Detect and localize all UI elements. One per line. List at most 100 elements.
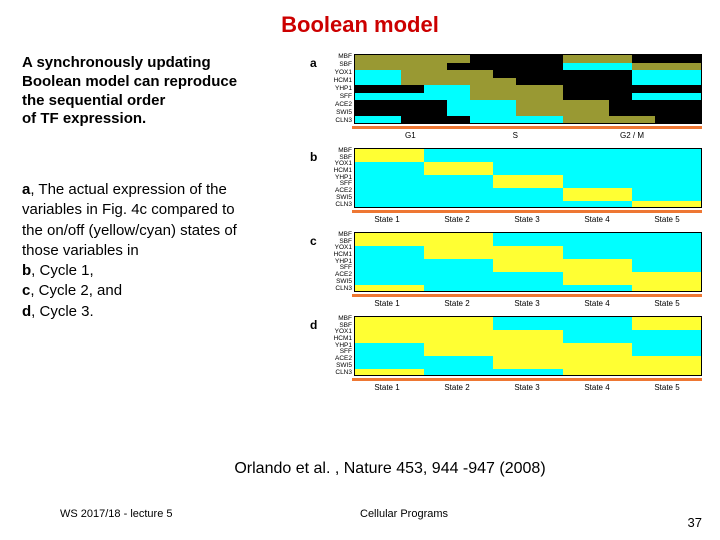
heatmap-cell: [447, 108, 516, 116]
desc-line: c, Cycle 2, and: [22, 281, 302, 301]
heatmap-cell: [355, 108, 447, 116]
heatmap-cell: [655, 116, 701, 124]
slide: Boolean model A synchronously updatingBo…: [0, 0, 720, 540]
panel: cMBFSBFYOX1HCM1YHP1SFFACE2SWI5CLN3 State …: [310, 232, 702, 308]
heatmap-cell: [516, 108, 608, 116]
gene-labels: MBFSBFYOX1HCM1YHP1SFFACE2SWI5CLN3: [322, 54, 354, 124]
heatmap-cell: [563, 55, 632, 63]
gene-label: SFF: [322, 94, 352, 101]
heatmap-row: [355, 93, 701, 101]
heatmap-cell: [493, 70, 631, 78]
heatmap-cell: [355, 78, 401, 86]
gene-label: CLN3: [322, 370, 352, 377]
gene-label: ACE2: [322, 102, 352, 109]
heatmap-cell: [563, 369, 632, 375]
heatmap-cell: [470, 85, 562, 93]
gene-labels: MBFSBFYOX1HCM1YHP1SFFACE2SWI5CLN3: [322, 316, 354, 376]
heatmap: MBFSBFYOX1HCM1YHP1SFFACE2SWI5CLN3: [322, 148, 702, 208]
phase-label: G1: [352, 131, 469, 140]
panel-label: c: [310, 232, 322, 248]
heatmap-cell: [563, 85, 701, 93]
heatmap-cell: [355, 201, 424, 207]
heatmap-cell: [424, 285, 493, 291]
desc-line: d, Cycle 3.: [22, 302, 302, 322]
heatmap-cell: [447, 100, 516, 108]
separator-bar: [352, 210, 702, 213]
citation: Orlando et al. , Nature 453, 944 -947 (2…: [0, 460, 720, 478]
heatmap-cell: [516, 78, 631, 86]
description-text: a, The actual expression of thevariables…: [22, 180, 302, 322]
phase-label: State 2: [422, 299, 492, 308]
gene-label: CLN3: [322, 286, 352, 293]
panel-label: b: [310, 148, 322, 164]
heatmap-cell: [470, 55, 562, 63]
phase-label: State 4: [562, 299, 632, 308]
heatmap-cell: [493, 285, 562, 291]
heatmap-grid: [354, 316, 702, 376]
gene-labels: MBFSBFYOX1HCM1YHP1SFFACE2SWI5CLN3: [322, 232, 354, 292]
panel-body: MBFSBFYOX1HCM1YHP1SFFACE2SWI5CLN3State 1…: [322, 316, 702, 392]
heatmap-cell: [516, 100, 608, 108]
heatmap-row: [355, 116, 701, 124]
phase-label: State 5: [632, 299, 702, 308]
heatmap-cell: [632, 285, 701, 291]
panel-body: MBFSBFYOX1HCM1YHP1SFFACE2SWI5CLN3 State 1…: [322, 148, 702, 224]
heatmap-cell: [470, 116, 562, 124]
heatmap-row: [355, 63, 701, 71]
heatmap-grid: [354, 148, 702, 208]
separator-bar: [352, 378, 702, 381]
heatmap-cell: [355, 55, 470, 63]
intro-line: Boolean model can reproduce: [22, 73, 292, 92]
heatmap-row: [355, 369, 701, 375]
heatmap-cell: [609, 108, 701, 116]
heatmap-cell: [424, 369, 493, 375]
heatmap-cell: [632, 70, 701, 78]
heatmap-cell: [563, 93, 632, 101]
phase-label: G2 / M: [562, 131, 702, 140]
gene-label: CLN3: [322, 118, 352, 125]
heatmap-cell: [355, 63, 447, 71]
desc-line: a, The actual expression of the: [22, 180, 302, 200]
heatmap-row: [355, 108, 701, 116]
heatmap-cell: [632, 369, 701, 375]
intro-text: A synchronously updatingBoolean model ca…: [22, 54, 292, 129]
heatmap-row: [355, 78, 701, 86]
heatmap-row: [355, 100, 701, 108]
phase-label: State 1: [352, 215, 422, 224]
gene-label: CLN3: [322, 202, 352, 209]
heatmap-cell: [632, 201, 701, 207]
heatmap-grid: [354, 54, 702, 124]
figure: aMBFSBFYOX1HCM1YHP1SFFACE2SWI5CLN3G1SG2 …: [310, 54, 702, 400]
desc-line: b, Cycle 1,: [22, 261, 302, 281]
phase-label: State 4: [562, 383, 632, 392]
footer-left: WS 2017/18 - lecture 5: [60, 508, 173, 520]
heatmap-cell: [632, 55, 701, 63]
heatmap-cell: [447, 63, 562, 71]
intro-line: A synchronously updating: [22, 54, 292, 73]
heatmap: MBFSBFYOX1HCM1YHP1SFFACE2SWI5CLN3: [322, 54, 702, 124]
gene-label: YOX1: [322, 70, 352, 77]
gene-label: SWI5: [322, 110, 352, 117]
gene-labels: MBFSBFYOX1HCM1YHP1SFFACE2SWI5CLN3: [322, 148, 354, 208]
heatmap-cell: [424, 85, 470, 93]
heatmap-cell: [632, 63, 701, 71]
phase-label: State 3: [492, 215, 562, 224]
desc-line: those variables in: [22, 241, 302, 261]
heatmap-cell: [609, 100, 701, 108]
heatmap-cell: [632, 78, 701, 86]
phase-label: State 1: [352, 299, 422, 308]
heatmap-cell: [424, 201, 493, 207]
intro-line: of TF expression.: [22, 110, 292, 129]
heatmap-cell: [563, 201, 632, 207]
phase-labels: G1SG2 / M: [352, 131, 702, 140]
heatmap-cell: [355, 116, 401, 124]
heatmap-cell: [401, 70, 493, 78]
gene-label: MBF: [322, 54, 352, 61]
separator-bar: [352, 126, 702, 129]
heatmap-row: [355, 85, 701, 93]
heatmap-row: [355, 70, 701, 78]
heatmap-row: [355, 201, 701, 207]
desc-line: variables in Fig. 4c compared to: [22, 200, 302, 220]
heatmap-cell: [355, 369, 424, 375]
heatmap-cell: [493, 369, 562, 375]
